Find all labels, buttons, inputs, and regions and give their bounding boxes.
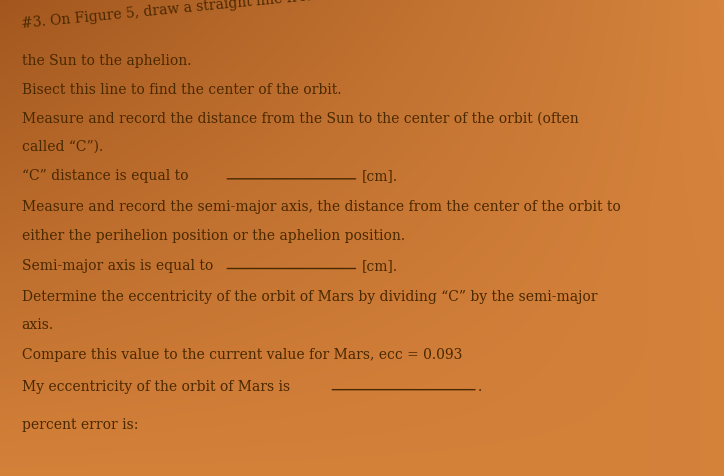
Text: Measure and record the distance from the Sun to the center of the orbit (often: Measure and record the distance from the… <box>22 111 578 125</box>
Text: “C” distance is equal to: “C” distance is equal to <box>22 169 188 183</box>
Text: called “C”).: called “C”). <box>22 139 103 154</box>
Text: My eccentricity of the orbit of Mars is: My eccentricity of the orbit of Mars is <box>22 379 290 394</box>
Text: axis.: axis. <box>22 317 54 332</box>
Text: Determine the eccentricity of the orbit of Mars by dividing “C” by the semi-majo: Determine the eccentricity of the orbit … <box>22 289 597 303</box>
Text: Compare this value to the current value for Mars, ecc = 0.093: Compare this value to the current value … <box>22 347 462 362</box>
Text: [cm].: [cm]. <box>362 169 398 183</box>
Text: Bisect this line to find the center of the orbit.: Bisect this line to find the center of t… <box>22 82 341 97</box>
Text: Semi-major axis is equal to: Semi-major axis is equal to <box>22 258 213 273</box>
Text: .: . <box>478 379 482 394</box>
Text: [cm].: [cm]. <box>362 258 398 273</box>
Text: Measure and record the semi-major axis, the distance from the center of the orbi: Measure and record the semi-major axis, … <box>22 200 620 214</box>
Text: the Sun to the aphelion.: the Sun to the aphelion. <box>22 54 191 68</box>
Text: percent error is:: percent error is: <box>22 417 138 432</box>
Text: #3. On Figure 5, draw a straight line from the apparent perihelion of Mars throu: #3. On Figure 5, draw a straight line fr… <box>21 0 611 31</box>
Text: either the perihelion position or the aphelion position.: either the perihelion position or the ap… <box>22 228 405 243</box>
